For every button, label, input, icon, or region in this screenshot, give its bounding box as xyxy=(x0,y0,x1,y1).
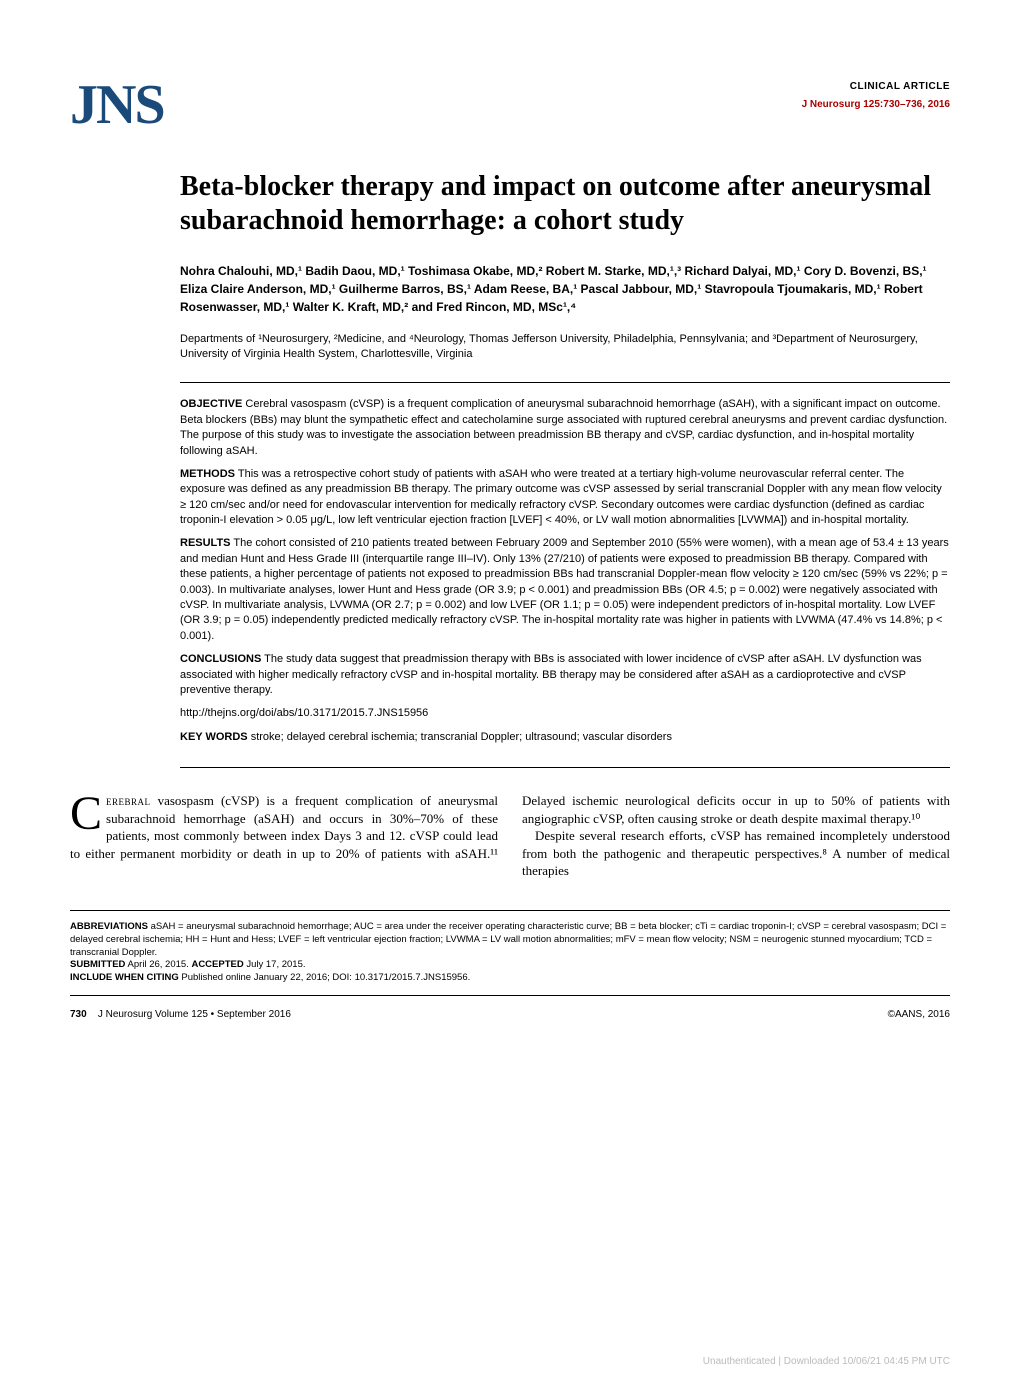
author-list: Nohra Chalouhi, MD,¹ Badih Daou, MD,¹ To… xyxy=(180,262,950,316)
methods-text: This was a retrospective cohort study of… xyxy=(180,468,942,526)
p3-text: Despite several research efforts, cVSP h… xyxy=(522,828,950,878)
page-header: JNS CLINICAL ARTICLE J Neurosurg 125:730… xyxy=(70,80,950,130)
header-meta: CLINICAL ARTICLE J Neurosurg 125:730–736… xyxy=(802,80,950,111)
journal-logo: JNS xyxy=(70,80,164,130)
submitted-label: SUBMITTED xyxy=(70,959,125,970)
keywords-line: KEY WORDS stroke; delayed cerebral ische… xyxy=(180,730,950,745)
abstract-box: OBJECTIVE Cerebral vasospasm (cVSP) is a… xyxy=(180,382,950,768)
dropcap: C xyxy=(70,792,106,835)
body-columns: Cerebral vasospasm (cVSP) is a frequent … xyxy=(70,792,950,880)
journal-citation: J Neurosurg 125:730–736, 2016 xyxy=(802,98,950,112)
objective-label: OBJECTIVE xyxy=(180,398,242,410)
doi-link[interactable]: http://thejns.org/doi/abs/10.3171/2015.7… xyxy=(180,706,950,721)
include-text: Published online January 22, 2016; DOI: … xyxy=(181,972,470,983)
accepted-text: July 17, 2015. xyxy=(246,959,305,970)
abbreviations-text: aSAH = aneurysmal subarachnoid hemorrhag… xyxy=(70,921,946,958)
include-citing-line: INCLUDE WHEN CITING Published online Jan… xyxy=(70,972,950,985)
journal-volume: J Neurosurg Volume 125 • September 2016 xyxy=(98,1009,291,1020)
methods-label: METHODS xyxy=(180,468,235,480)
copyright: ©AANS, 2016 xyxy=(888,1008,950,1022)
volume-pages-year: 125:730–736, 2016 xyxy=(863,99,950,110)
submitted-line: SUBMITTED April 26, 2015. ACCEPTED July … xyxy=(70,959,950,972)
conclusions-label: CONCLUSIONS xyxy=(180,653,261,665)
page-footer: 730 J Neurosurg Volume 125 • September 2… xyxy=(70,1008,950,1022)
article-title: Beta-blocker therapy and impact on outco… xyxy=(180,170,950,237)
results-label: RESULTS xyxy=(180,537,231,549)
keywords-label: KEY WORDS xyxy=(180,731,248,743)
footer-metadata-box: ABBREVIATIONS aSAH = aneurysmal subarach… xyxy=(70,910,950,996)
results-text: The cohort consisted of 210 patients tre… xyxy=(180,537,949,641)
submitted-text: April 26, 2015. xyxy=(128,959,189,970)
abbreviations-line: ABBREVIATIONS aSAH = aneurysmal subarach… xyxy=(70,921,950,959)
abstract-methods: METHODS This was a retrospective cohort … xyxy=(180,467,950,529)
page-number: 730 xyxy=(70,1009,87,1020)
smallcaps-lead: erebral xyxy=(106,793,151,808)
abstract-conclusions: CONCLUSIONS The study data suggest that … xyxy=(180,652,950,698)
abstract-objective: OBJECTIVE Cerebral vasospasm (cVSP) is a… xyxy=(180,397,950,459)
accepted-label: ACCEPTED xyxy=(191,959,243,970)
affiliations: Departments of ¹Neurosurgery, ²Medicine,… xyxy=(180,332,950,363)
article-type: CLINICAL ARTICLE xyxy=(802,80,950,94)
abstract-results: RESULTS The cohort consisted of 210 pati… xyxy=(180,536,950,644)
download-watermark: Unauthenticated | Downloaded 10/06/21 04… xyxy=(703,1355,950,1369)
abbreviations-label: ABBREVIATIONS xyxy=(70,921,148,932)
include-label: INCLUDE WHEN CITING xyxy=(70,972,179,983)
body-paragraph-2: Despite several research efforts, cVSP h… xyxy=(522,827,950,880)
keywords-text: stroke; delayed cerebral ischemia; trans… xyxy=(251,731,672,743)
objective-text: Cerebral vasospasm (cVSP) is a frequent … xyxy=(180,398,947,456)
footer-left: 730 J Neurosurg Volume 125 • September 2… xyxy=(70,1008,291,1022)
conclusions-text: The study data suggest that preadmission… xyxy=(180,653,922,696)
journal-name: J Neurosurg xyxy=(802,99,861,110)
